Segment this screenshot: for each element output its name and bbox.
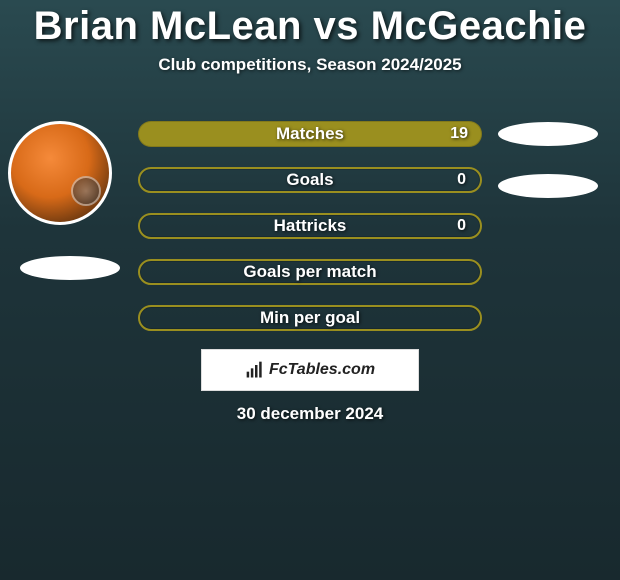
stat-bar: Matches19 bbox=[138, 121, 482, 147]
stat-label: Hattricks bbox=[140, 215, 480, 237]
stat-label: Goals bbox=[140, 169, 480, 191]
page-subtitle: Club competitions, Season 2024/2025 bbox=[0, 55, 620, 75]
brand-name: FcTables.com bbox=[269, 361, 375, 379]
player-right-value-pill bbox=[498, 174, 598, 198]
stat-value: 0 bbox=[457, 215, 466, 237]
stat-bar: Hattricks0 bbox=[138, 213, 482, 239]
generated-date: 30 december 2024 bbox=[0, 404, 620, 424]
stat-value: 0 bbox=[457, 169, 466, 191]
bar-chart-icon bbox=[245, 360, 265, 380]
player-left-avatar bbox=[8, 121, 112, 225]
stat-bar: Min per goal bbox=[138, 305, 482, 331]
stat-bars: Matches19Goals0Hattricks0Goals per match… bbox=[138, 121, 482, 351]
page-title: Brian McLean vs McGeachie bbox=[0, 4, 620, 49]
brand-logo-box: FcTables.com bbox=[201, 349, 419, 391]
stat-bar: Goals per match bbox=[138, 259, 482, 285]
stat-label: Min per goal bbox=[140, 307, 480, 329]
stat-value: 19 bbox=[450, 121, 468, 147]
stat-label: Goals per match bbox=[140, 261, 480, 283]
stat-label: Matches bbox=[138, 121, 482, 147]
stat-bar: Goals0 bbox=[138, 167, 482, 193]
player-right-avatar-pill bbox=[498, 122, 598, 146]
player-left-name-pill bbox=[20, 256, 120, 280]
